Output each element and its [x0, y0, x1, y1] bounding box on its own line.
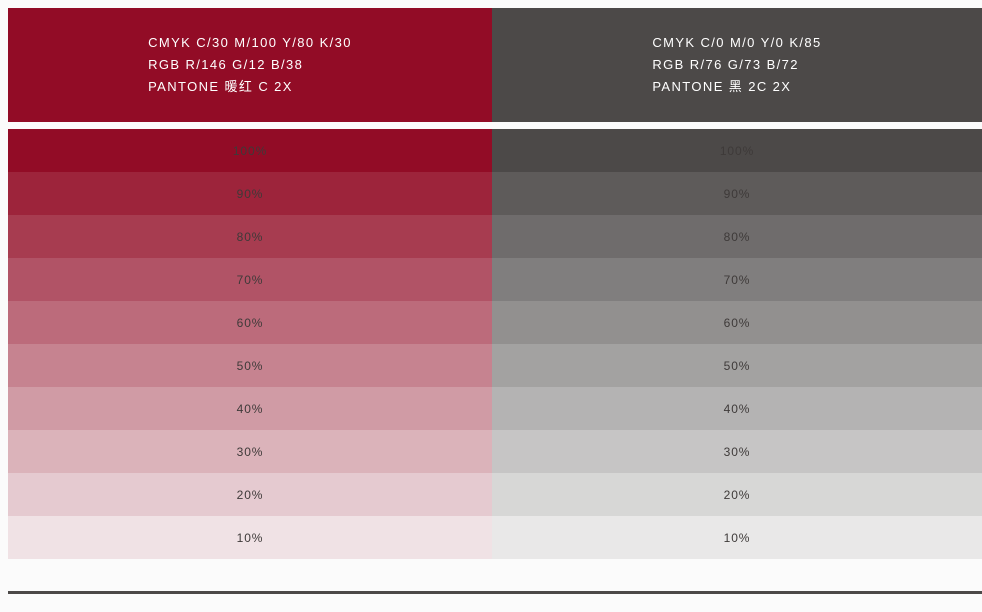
tint-percent-label: 60%	[723, 315, 751, 330]
tint-swatch-black-60: 60%	[492, 301, 982, 344]
tint-swatch-black-90: 90%	[492, 172, 982, 215]
warm-red-header-block: CMYK C/30 M/100 Y/80 K/30 RGB R/146 G/12…	[8, 8, 492, 122]
footer-rule	[8, 591, 982, 594]
black-header-block: CMYK C/0 M/0 Y/0 K/85 RGB R/76 G/73 B/72…	[492, 8, 982, 122]
tint-swatch-black-100: 100%	[492, 129, 982, 172]
tint-swatch-warm-red-10: 10%	[8, 516, 492, 559]
tint-swatch-black-30: 30%	[492, 430, 982, 473]
black-cmyk-value: CMYK C/0 M/0 Y/0 K/85	[652, 35, 822, 50]
black-header-text: CMYK C/0 M/0 Y/0 K/85 RGB R/76 G/73 B/72…	[652, 32, 821, 98]
color-headers: CMYK C/30 M/100 Y/80 K/30 RGB R/146 G/12…	[8, 8, 982, 122]
tint-swatch-black-80: 80%	[492, 215, 982, 258]
tint-swatch-warm-red-60: 60%	[8, 301, 492, 344]
header-tints-divider	[8, 122, 982, 129]
tint-percent-label: 70%	[723, 272, 751, 287]
tint-percent-label: 10%	[236, 530, 264, 545]
tint-swatch-black-50: 50%	[492, 344, 982, 387]
tint-swatch-warm-red-80: 80%	[8, 215, 492, 258]
tint-percent-label: 30%	[723, 444, 751, 459]
black-rgb-value: RGB R/76 G/73 B/72	[652, 57, 799, 72]
tint-swatch-warm-red-40: 40%	[8, 387, 492, 430]
tint-swatch-warm-red-90: 90%	[8, 172, 492, 215]
tint-swatch-black-20: 20%	[492, 473, 982, 516]
tint-percent-label: 80%	[723, 229, 751, 244]
color-spec-sheet: CMYK C/30 M/100 Y/80 K/30 RGB R/146 G/12…	[8, 8, 982, 594]
tint-swatch-warm-red-100: 100%	[8, 129, 492, 172]
tint-percent-label: 50%	[236, 358, 264, 373]
tint-swatch-warm-red-70: 70%	[8, 258, 492, 301]
warm-red-cmyk-value: CMYK C/30 M/100 Y/80 K/30	[148, 35, 352, 50]
tint-percent-label: 100%	[719, 143, 755, 158]
tint-percent-label: 60%	[236, 315, 264, 330]
tint-swatch-black-40: 40%	[492, 387, 982, 430]
tint-percent-label: 40%	[236, 401, 264, 416]
tint-percent-label: 40%	[723, 401, 751, 416]
black-pantone-value: PANTONE 黑 2C 2X	[652, 79, 792, 94]
tint-percent-label: 50%	[723, 358, 751, 373]
tint-percent-label: 10%	[723, 530, 751, 545]
tint-percent-label: 20%	[236, 487, 264, 502]
tint-percent-label: 70%	[236, 272, 264, 287]
tint-percent-label: 90%	[723, 186, 751, 201]
tint-percent-label: 30%	[236, 444, 264, 459]
tint-percent-label: 100%	[232, 143, 268, 158]
warm-red-pantone-value: PANTONE 暖红 C 2X	[148, 79, 293, 94]
tint-swatch-warm-red-50: 50%	[8, 344, 492, 387]
warm-red-tint-column: 100% 90% 80% 70% 60% 50% 40% 30% 20% 10%	[8, 129, 492, 559]
warm-red-header-text: CMYK C/30 M/100 Y/80 K/30 RGB R/146 G/12…	[148, 32, 352, 98]
tint-swatch-black-10: 10%	[492, 516, 982, 559]
tint-percent-label: 90%	[236, 186, 264, 201]
tint-percent-label: 20%	[723, 487, 751, 502]
warm-red-rgb-value: RGB R/146 G/12 B/38	[148, 57, 304, 72]
tint-percent-label: 80%	[236, 229, 264, 244]
tint-swatch-warm-red-30: 30%	[8, 430, 492, 473]
tint-swatch-warm-red-20: 20%	[8, 473, 492, 516]
black-tint-column: 100% 90% 80% 70% 60% 50% 40% 30% 20% 10%	[492, 129, 982, 559]
tint-swatch-black-70: 70%	[492, 258, 982, 301]
tint-scale: 100% 90% 80% 70% 60% 50% 40% 30% 20% 10% 100% 90% 8…	[8, 129, 982, 559]
